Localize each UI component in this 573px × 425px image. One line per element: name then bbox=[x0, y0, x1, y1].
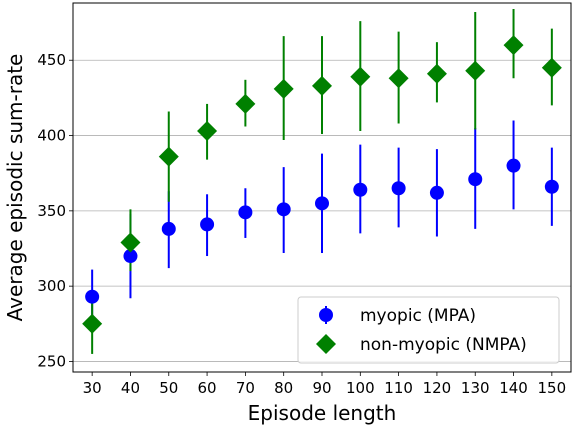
legend-label-nmpa: non-myopic (NMPA) bbox=[360, 335, 527, 355]
point-nmpa bbox=[82, 313, 103, 334]
x-tick-label: 140 bbox=[499, 379, 528, 397]
x-tick-label: 110 bbox=[384, 379, 413, 397]
x-tick-label: 70 bbox=[236, 379, 255, 397]
point-nmpa bbox=[273, 78, 294, 99]
y-tick-label: 250 bbox=[37, 352, 66, 370]
point-mpa bbox=[85, 289, 100, 304]
point-nmpa bbox=[312, 75, 332, 96]
x-tick-label: 60 bbox=[198, 379, 217, 397]
point-mpa bbox=[353, 182, 368, 197]
point-mpa bbox=[391, 181, 406, 196]
point-mpa bbox=[123, 249, 138, 264]
point-nmpa bbox=[350, 66, 371, 87]
point-nmpa bbox=[503, 35, 524, 56]
legend: myopic (MPA) non-myopic (NMPA) bbox=[297, 296, 560, 364]
point-nmpa bbox=[158, 146, 179, 167]
y-axis-ticks: 250 300 350 400 450 bbox=[37, 51, 73, 370]
x-tick-label: 100 bbox=[346, 379, 375, 397]
point-nmpa bbox=[465, 60, 486, 81]
point-mpa bbox=[276, 202, 291, 217]
data-markers bbox=[82, 35, 562, 334]
x-tick-label: 50 bbox=[159, 379, 178, 397]
y-axis-label: Average episodic sum-rate bbox=[3, 54, 27, 322]
y-tick-label: 450 bbox=[37, 51, 66, 69]
x-tick-label: 120 bbox=[423, 379, 452, 397]
legend-marker-nmpa bbox=[316, 334, 336, 354]
point-mpa bbox=[315, 196, 329, 211]
x-tick-label: 40 bbox=[121, 379, 140, 397]
x-tick-label: 80 bbox=[274, 379, 293, 397]
point-nmpa bbox=[426, 63, 447, 84]
point-mpa bbox=[468, 172, 483, 187]
x-axis-ticks: 30 40 50 60 70 80 90 100 110 120 130 140 150 bbox=[83, 372, 567, 397]
legend-box bbox=[297, 296, 560, 364]
y-tick-label: 400 bbox=[37, 127, 66, 145]
point-nmpa bbox=[197, 121, 218, 142]
y-tick-label: 350 bbox=[37, 202, 66, 220]
point-mpa bbox=[544, 179, 559, 194]
y-tick-label: 300 bbox=[37, 277, 66, 295]
point-mpa bbox=[161, 221, 176, 236]
x-tick-label: 150 bbox=[538, 379, 567, 397]
legend-marker-mpa bbox=[319, 308, 333, 322]
point-nmpa bbox=[235, 93, 256, 114]
x-tick-label: 90 bbox=[312, 379, 331, 397]
x-tick-label: 130 bbox=[461, 379, 490, 397]
point-mpa bbox=[506, 158, 521, 173]
point-nmpa bbox=[541, 57, 562, 78]
point-mpa bbox=[238, 205, 253, 220]
point-mpa bbox=[200, 217, 215, 232]
point-nmpa bbox=[388, 68, 409, 89]
x-tick-label: 30 bbox=[83, 379, 102, 397]
point-nmpa bbox=[120, 232, 141, 253]
legend-label-mpa: myopic (MPA) bbox=[360, 306, 476, 326]
point-mpa bbox=[429, 185, 444, 200]
x-axis-label: Episode length bbox=[248, 401, 397, 425]
